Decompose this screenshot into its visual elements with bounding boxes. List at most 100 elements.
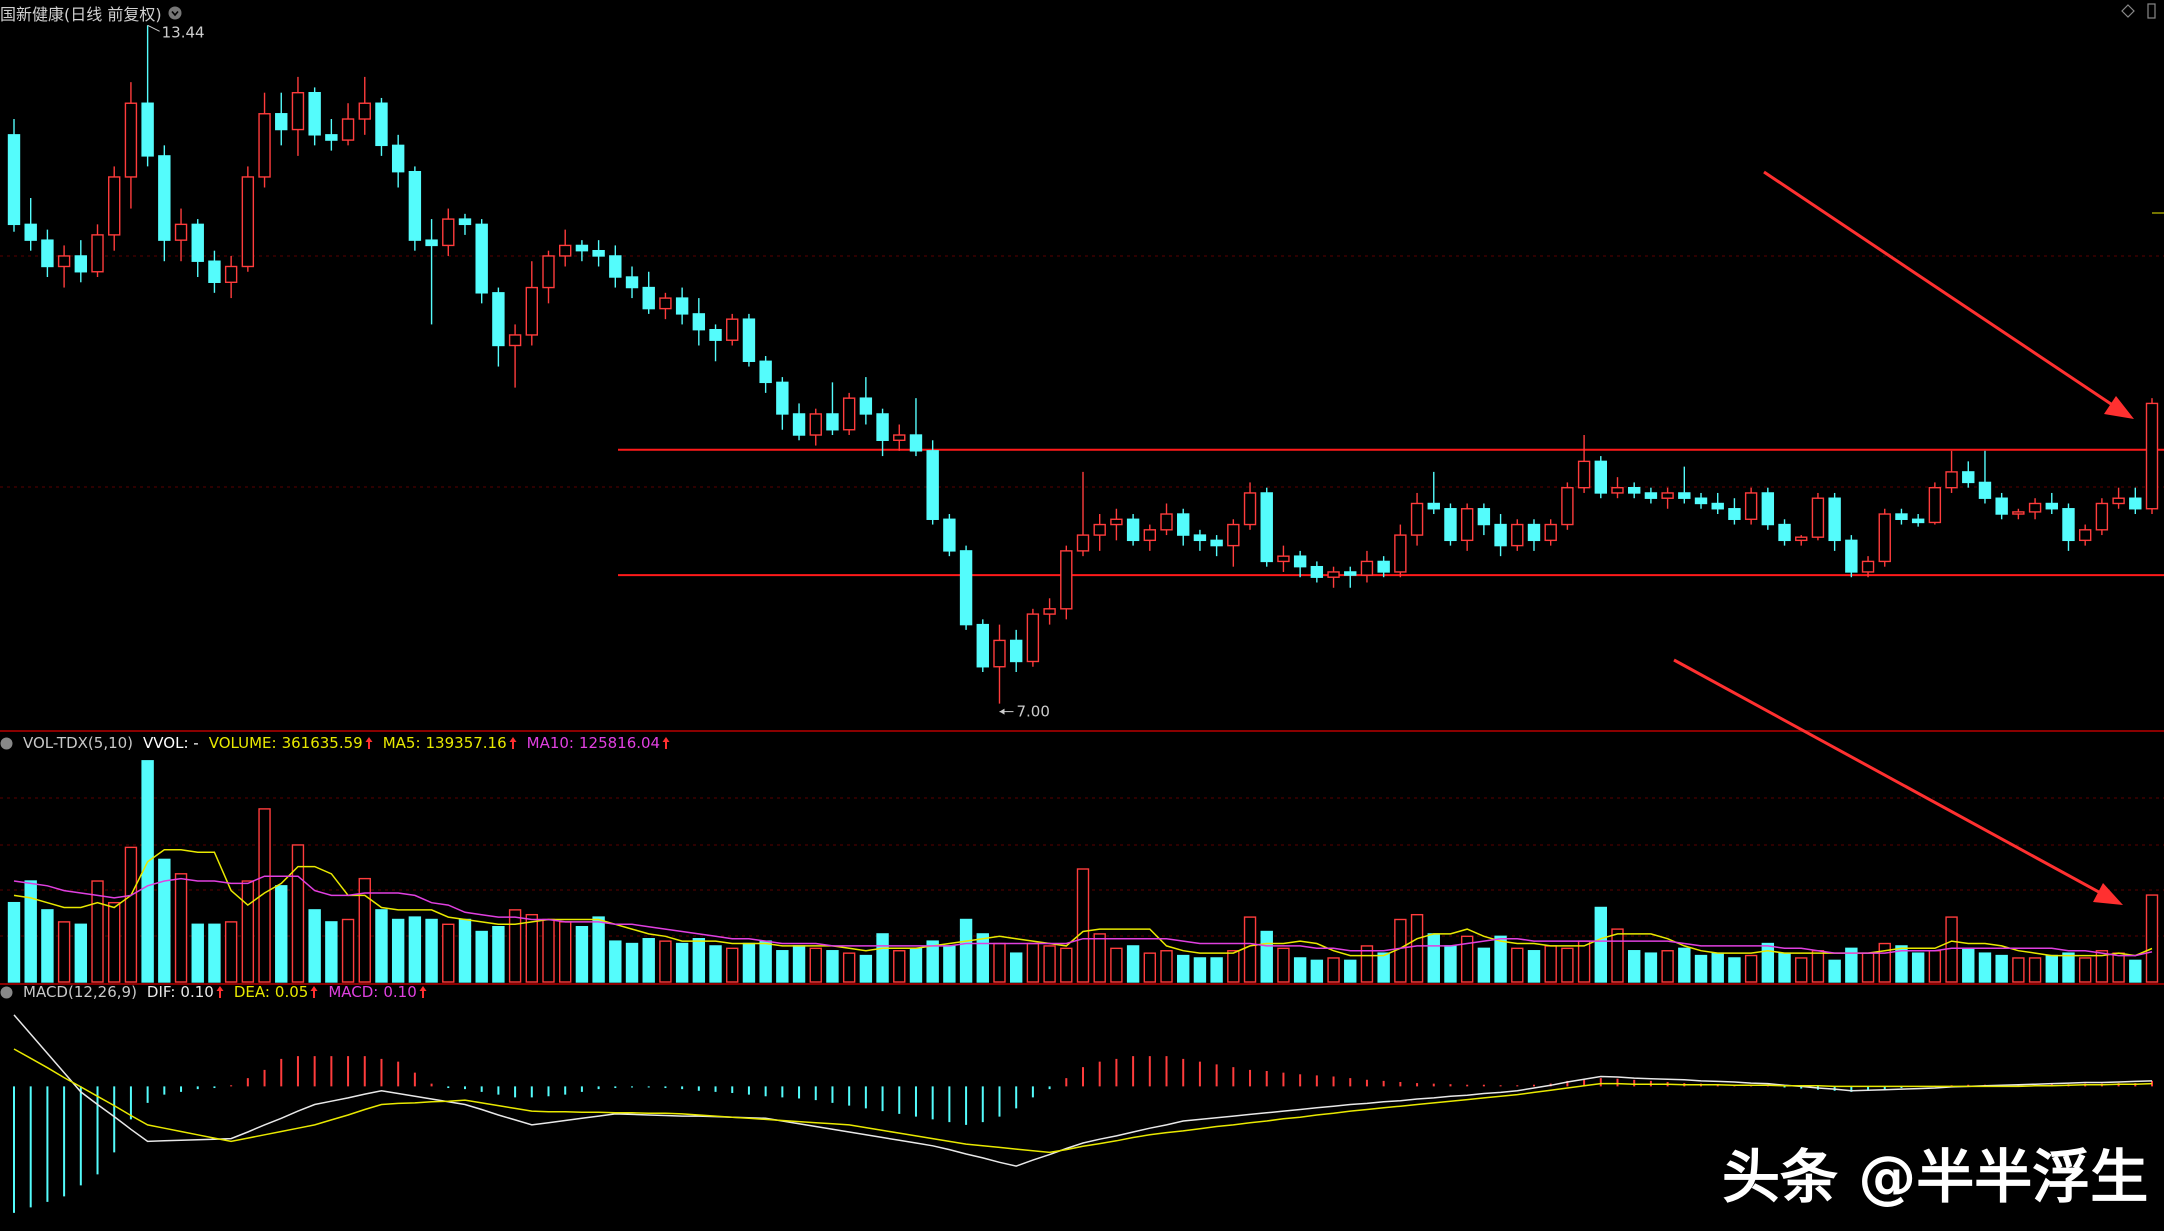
volume-bar bbox=[391, 918, 405, 983]
candle-body bbox=[1861, 560, 1875, 573]
volume-bar bbox=[1177, 954, 1190, 983]
legend-entry: MA5: 139357.16 bbox=[383, 734, 507, 752]
candle-body bbox=[124, 102, 138, 178]
volume-bar bbox=[1878, 942, 1891, 983]
volume-bar bbox=[1778, 952, 1791, 983]
volume-bar bbox=[191, 923, 204, 983]
up-arrow-icon bbox=[365, 737, 373, 749]
candle-body bbox=[1911, 518, 1925, 524]
volume-bar bbox=[1260, 930, 1273, 983]
volume-bar bbox=[124, 846, 138, 983]
volume-bar bbox=[826, 950, 839, 983]
volume-bar bbox=[542, 918, 555, 983]
volume-bar bbox=[475, 930, 488, 983]
volume-bar bbox=[625, 942, 639, 983]
volume-bar bbox=[1861, 952, 1875, 983]
volume-bar bbox=[1193, 957, 1207, 983]
title-text: 国新健康(日线 前复权) bbox=[0, 5, 162, 24]
candle-body bbox=[358, 102, 371, 120]
volume-bar bbox=[2129, 959, 2142, 983]
legend-name: MACD: bbox=[328, 983, 379, 1001]
candle-body bbox=[1644, 492, 1658, 499]
candle-body bbox=[1811, 497, 1825, 538]
candle-body bbox=[842, 397, 856, 431]
volume-bar bbox=[926, 940, 939, 983]
indicator-toggle-icon[interactable] bbox=[0, 737, 13, 750]
volume-bar bbox=[1511, 947, 1524, 983]
volume-bar bbox=[976, 933, 989, 983]
candle-body bbox=[1561, 486, 1574, 526]
candle-body bbox=[375, 102, 388, 147]
volume-bar bbox=[158, 858, 171, 983]
candle-body bbox=[1377, 560, 1390, 573]
up-arrow-icon bbox=[509, 737, 517, 749]
volume-bar bbox=[1293, 957, 1307, 983]
volume-bar bbox=[41, 909, 54, 983]
candle-body bbox=[458, 218, 472, 226]
legend-value: 0.10 bbox=[180, 983, 214, 1001]
volume-bar bbox=[1043, 945, 1056, 983]
candle-body bbox=[1460, 508, 1474, 542]
volume-bar bbox=[993, 942, 1006, 983]
candle-body bbox=[57, 255, 71, 268]
volume-bar bbox=[1761, 942, 1775, 983]
volume-bar bbox=[1544, 945, 1557, 983]
volume-bar bbox=[291, 844, 305, 983]
candle-body bbox=[1594, 460, 1607, 494]
candle-body bbox=[1444, 508, 1457, 542]
candle-body bbox=[1778, 523, 1791, 542]
diamond-icon[interactable] bbox=[2121, 4, 2135, 18]
indicator-toggle-icon[interactable] bbox=[0, 986, 13, 999]
candle-body bbox=[575, 244, 589, 252]
candle-body bbox=[1310, 565, 1324, 578]
volume-bar bbox=[1126, 945, 1140, 983]
volume-bar bbox=[792, 945, 806, 983]
volume-bar bbox=[776, 950, 789, 983]
candle-body bbox=[809, 413, 822, 436]
volume-bar bbox=[675, 942, 689, 983]
candle-body bbox=[41, 239, 54, 268]
candle-body bbox=[174, 223, 188, 241]
candle-body bbox=[2062, 508, 2075, 542]
data-layer: 13.44 7.00 bbox=[7, 23, 2164, 1213]
candle-body bbox=[1110, 518, 1123, 526]
candle-body bbox=[158, 155, 171, 241]
volume-bar bbox=[1009, 952, 1023, 983]
volume-bar bbox=[1093, 933, 1106, 983]
volume-bar bbox=[224, 921, 238, 983]
panel-toggle-icon[interactable] bbox=[2147, 3, 2156, 19]
legend-name: MA5: bbox=[382, 734, 421, 752]
volume-bar bbox=[1561, 947, 1574, 983]
volume-bar bbox=[2145, 894, 2159, 983]
volume-bar bbox=[525, 913, 538, 983]
macd-header: MACD(12,26,9) DIF: 0.10 DEA: 0.05 MACD: 0.10 bbox=[0, 983, 427, 1001]
indicator-title: MACD(12,26,9) bbox=[23, 983, 137, 1001]
volume-bar bbox=[659, 940, 672, 983]
volume-bar bbox=[909, 947, 923, 983]
dropdown-icon[interactable] bbox=[168, 6, 182, 20]
volume-bar bbox=[57, 921, 71, 983]
candle-body bbox=[141, 102, 154, 157]
volume-bar bbox=[492, 926, 505, 983]
candle-body bbox=[909, 434, 923, 452]
volume-bar bbox=[876, 933, 889, 983]
candle-body bbox=[475, 223, 488, 294]
volume-bar bbox=[1110, 947, 1123, 983]
volume-bar bbox=[7, 901, 21, 983]
candle-body bbox=[1043, 608, 1056, 615]
volume-bar bbox=[1577, 940, 1591, 983]
volume-bar bbox=[1410, 913, 1424, 983]
volume-bar bbox=[358, 877, 371, 983]
candle-body bbox=[1494, 523, 1507, 547]
candle-body bbox=[1878, 513, 1891, 563]
volume-bar bbox=[1911, 952, 1925, 983]
candle-body bbox=[742, 318, 756, 362]
candle-body bbox=[525, 286, 538, 336]
volume-bar bbox=[458, 918, 472, 983]
candle-body bbox=[1728, 508, 1741, 520]
legend-entry: MA10: 125816.04 bbox=[527, 734, 660, 752]
volume-bar bbox=[559, 921, 572, 983]
volume-bar bbox=[1644, 952, 1658, 983]
volume-bar bbox=[1460, 935, 1474, 983]
